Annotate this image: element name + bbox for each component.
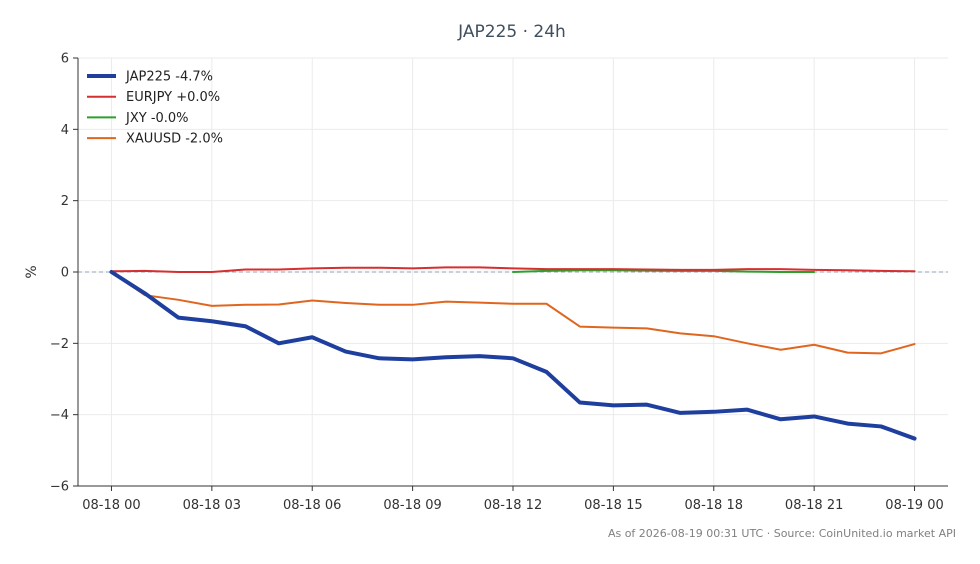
series-layer — [109, 266, 917, 441]
x-tick-label-2: 08-18 06 — [283, 498, 341, 513]
series-line-2 — [512, 269, 816, 273]
x-tick-label-7: 08-18 21 — [785, 498, 843, 513]
x-tick-label-8: 08-19 00 — [885, 498, 943, 513]
legend-label-1: EURJPY +0.0% — [126, 90, 220, 105]
x-tick-label-0: 08-18 00 — [82, 498, 140, 513]
x-tick-label-6: 08-18 18 — [685, 498, 743, 513]
series-line-3 — [110, 271, 916, 355]
y-tick-label-3: 0 — [61, 266, 69, 281]
x-tick-label-3: 08-18 09 — [383, 498, 441, 513]
legend: JAP225 -4.7% EURJPY +0.0% JXY -0.0% XAUUSD … — [87, 70, 223, 147]
x-ticks: 08-18 00 08-18 03 08-18 06 08-18 09 08-18 12… — [82, 486, 944, 513]
legend-label-2: JXY -0.0% — [125, 111, 189, 126]
x-tick-label-1: 08-18 03 — [183, 498, 241, 513]
y-axis-label: % — [24, 265, 40, 278]
legend-label-3: XAUUSD -2.0% — [126, 132, 223, 147]
x-tick-label-5: 08-18 15 — [584, 498, 642, 513]
series-line-1 — [110, 266, 916, 273]
y-tick-label-4: −2 — [50, 337, 69, 352]
chart-title: JAP225 · 24h — [457, 22, 566, 42]
footer-source: As of 2026-08-19 00:31 UTC · Source: Coi… — [608, 527, 956, 540]
series-line-0 — [109, 270, 917, 441]
y-ticks: 6 4 2 0 −2 −4 −6 — [50, 52, 78, 495]
y-tick-label-5: −4 — [50, 408, 69, 423]
y-tick-label-2: 2 — [61, 194, 69, 209]
legend-label-0: JAP225 -4.7% — [125, 70, 213, 85]
y-tick-label-6: −6 — [50, 480, 69, 495]
y-tick-label-1: 4 — [61, 123, 69, 138]
y-tick-label-0: 6 — [61, 52, 69, 67]
x-tick-label-4: 08-18 12 — [484, 498, 542, 513]
